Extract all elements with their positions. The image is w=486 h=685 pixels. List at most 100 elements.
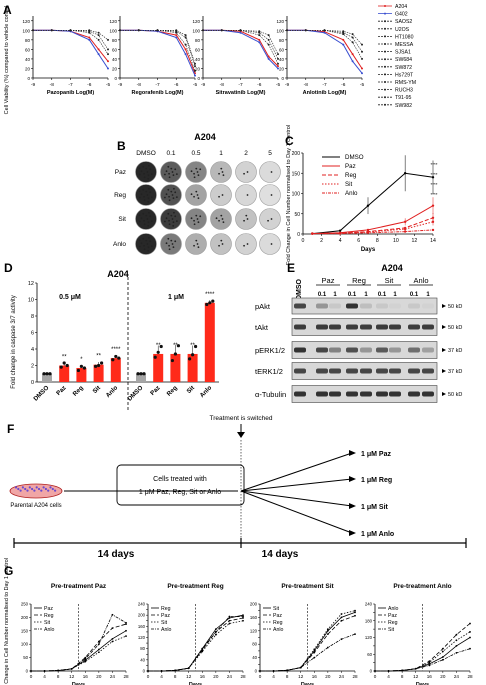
- data-point-Sit: [401, 669, 404, 672]
- colony: [222, 174, 225, 177]
- colony: [193, 195, 195, 198]
- dish-label: Parental A204 cells: [10, 503, 61, 509]
- series-line-G402: [33, 29, 109, 69]
- colony: [164, 196, 166, 199]
- cell: [37, 487, 41, 491]
- colony: [195, 214, 198, 217]
- colony: [143, 195, 145, 198]
- data-point-SW982: [323, 29, 326, 32]
- y-tick-label: 40: [279, 57, 285, 62]
- data-point-G402: [239, 31, 242, 34]
- data-point-A204: [107, 60, 109, 63]
- colony: [140, 170, 143, 173]
- data-point-SW982: [286, 29, 288, 32]
- data-point-SAOS2: [361, 43, 363, 46]
- y-tick-label: 160: [250, 615, 258, 620]
- legend-entry: DMSO: [345, 154, 364, 161]
- data-point-Paz: [431, 204, 435, 207]
- x-tick-label: 0: [259, 674, 262, 679]
- series-line-SW982: [287, 29, 363, 60]
- colony: [168, 199, 171, 202]
- size-label: 37 kD: [448, 348, 462, 354]
- panel-letter-d: D: [4, 261, 13, 275]
- colony: [148, 236, 150, 239]
- colony: [140, 242, 143, 245]
- legend-entry: Sit: [273, 606, 280, 612]
- y-tick-label: 40: [195, 57, 201, 62]
- dose-header: 0.5: [191, 150, 200, 157]
- data-point-G402: [342, 43, 345, 46]
- colony: [197, 221, 200, 224]
- data-point-HT1080: [175, 30, 178, 33]
- colony: [270, 243, 273, 245]
- y-tick-label: 2: [31, 364, 34, 370]
- data-point-Anlo: [147, 670, 149, 672]
- legend-entry: Reg: [345, 172, 357, 179]
- x-tick-label: 20: [213, 674, 219, 679]
- data-point-SAOS2: [342, 30, 345, 33]
- y-tick-label: 160: [138, 624, 146, 629]
- panel-a-ylabel: Cell Viability (%) compared to vehicle c…: [4, 6, 10, 115]
- data-point-Reg: [326, 628, 329, 631]
- data-point-Sit: [228, 622, 231, 625]
- data-point-Sit: [428, 664, 431, 667]
- category-label: Reg: [166, 384, 179, 397]
- band: [408, 368, 420, 374]
- x-axis-label: Pazopanib Log(M): [47, 90, 95, 96]
- size-marker-arrow: [442, 304, 446, 308]
- colony: [142, 237, 145, 240]
- colony: [150, 196, 153, 199]
- data-point-SW982: [267, 43, 270, 46]
- band: [294, 391, 306, 397]
- panel-d-ylabel: Fold change in caspase 3/7 activity: [11, 295, 17, 388]
- x-tick-label: 4: [272, 674, 275, 679]
- panel-e-title: A204: [381, 263, 403, 273]
- colony: [147, 178, 150, 180]
- data-point-Anlo: [187, 667, 190, 670]
- colony: [147, 221, 150, 224]
- row-label: Sit: [118, 216, 126, 223]
- data-point-Anlo: [299, 666, 302, 669]
- data-point-Sit: [214, 633, 217, 636]
- legend-entry: U2OS: [395, 27, 410, 33]
- band: [389, 347, 401, 353]
- data-point-Sit: [326, 629, 329, 632]
- target-treatment: 1 μM Anlo: [361, 531, 394, 538]
- data-point-SW982: [137, 29, 140, 32]
- data-point-Paz: [455, 633, 458, 636]
- colony: [150, 173, 153, 176]
- cell: [26, 489, 29, 492]
- colony: [243, 172, 245, 175]
- row-label: Reg: [114, 192, 126, 199]
- legend-entry: Anlo: [161, 627, 171, 633]
- data-point-DMSO: [338, 229, 342, 232]
- size-marker-arrow: [442, 369, 446, 373]
- x-tick-label: 28: [467, 674, 473, 679]
- data-point: [188, 357, 192, 361]
- y-tick-label: 120: [276, 19, 284, 24]
- x-tick-label: -9: [118, 82, 123, 88]
- colony: [173, 211, 175, 214]
- bar-Anlo: [204, 302, 215, 382]
- series-line-Reg: [375, 631, 471, 672]
- colony: [196, 243, 199, 245]
- x-tick-label: -6: [341, 82, 346, 88]
- colony: [172, 197, 175, 200]
- data-point: [159, 344, 163, 349]
- legend-entry: SAOS2: [395, 19, 412, 25]
- legend-entry: MESSA: [395, 42, 414, 48]
- data-point: [211, 299, 215, 303]
- panel-b-title: A204: [194, 132, 216, 142]
- band: [389, 391, 401, 397]
- colony: [139, 245, 141, 248]
- legend-entry: Sit: [345, 181, 353, 188]
- data-point-G402: [107, 67, 109, 70]
- cell: [54, 489, 57, 492]
- data-point: [205, 302, 209, 307]
- band: [422, 303, 434, 309]
- x-tick-label: 28: [240, 674, 246, 679]
- x-tick-label: 2: [320, 238, 323, 244]
- row-label: Anlo: [113, 241, 126, 248]
- colony: [146, 243, 149, 245]
- x-tick-label: -5: [106, 82, 111, 88]
